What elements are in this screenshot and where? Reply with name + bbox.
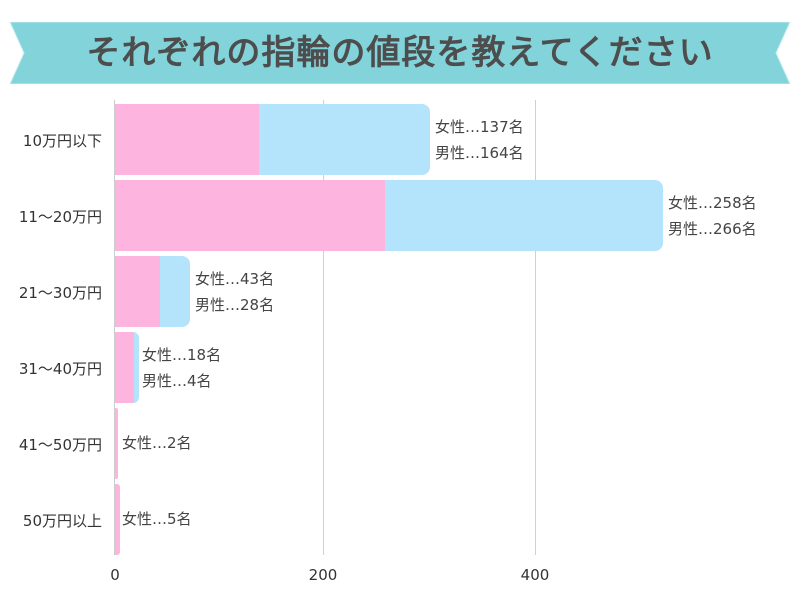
female-value-label: 女性…18名 (142, 346, 222, 364)
male-value-label: 男性…164名 (435, 144, 524, 162)
stacked-bar (115, 104, 430, 175)
category-label: 31〜40万円 (18, 360, 102, 378)
stacked-bar (115, 484, 120, 555)
gridline-200 (323, 100, 324, 555)
category-label: 21〜30万円 (18, 284, 102, 302)
y-axis-line (114, 100, 115, 555)
x-tick-label: 200 (308, 566, 338, 584)
stacked-bar (115, 408, 118, 479)
male-segment (385, 180, 663, 251)
x-tick-label: 0 (110, 566, 120, 584)
value-labels: 女性…258名 男性…266名 (668, 190, 757, 242)
female-value-label: 女性…5名 (122, 510, 192, 528)
value-labels: 女性…137名 男性…164名 (435, 114, 524, 166)
category-label: 10万円以下 (22, 132, 102, 150)
male-value-label: 男性…28名 (195, 296, 275, 314)
male-value-label: 男性…266名 (668, 220, 757, 238)
female-value-label: 女性…43名 (195, 270, 275, 288)
stacked-bar (115, 256, 190, 327)
title-banner: それぞれの指輪の値段を教えてください (6, 22, 794, 84)
category-label: 50万円以上 (22, 512, 102, 530)
male-segment (259, 104, 430, 175)
stacked-bar (115, 332, 139, 403)
female-segment (115, 408, 118, 479)
value-labels: 女性…43名 男性…28名 (195, 266, 274, 318)
female-segment (115, 104, 259, 175)
male-value-label: 男性…4名 (142, 372, 212, 390)
chart-title: それぞれの指輪の値段を教えてください (86, 33, 714, 73)
value-labels: 女性…2名 (122, 430, 192, 456)
male-segment (160, 256, 190, 327)
stacked-bar (115, 180, 663, 251)
female-segment (115, 332, 134, 403)
female-segment (115, 180, 385, 251)
female-value-label: 女性…137名 (435, 118, 524, 136)
category-label: 11〜20万円 (18, 208, 102, 226)
category-label: 41〜50万円 (18, 436, 102, 454)
value-labels: 女性…18名 男性…4名 (142, 342, 221, 394)
female-value-label: 女性…2名 (122, 434, 192, 452)
value-labels: 女性…5名 (122, 506, 192, 532)
x-tick-label: 400 (520, 566, 550, 584)
gridline-400 (535, 100, 536, 555)
female-segment (115, 484, 120, 555)
male-segment (134, 332, 139, 403)
female-segment (115, 256, 160, 327)
banner-ribbon-shape (9, 22, 791, 84)
female-value-label: 女性…258名 (668, 194, 757, 212)
